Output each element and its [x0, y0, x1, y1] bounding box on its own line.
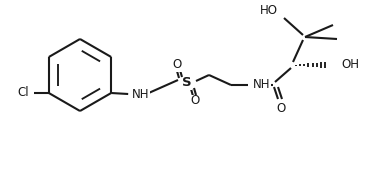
Text: HO: HO — [260, 4, 278, 17]
Text: O: O — [172, 58, 181, 71]
Text: O: O — [191, 94, 200, 107]
Text: NH: NH — [253, 78, 270, 91]
Text: O: O — [276, 102, 286, 114]
Text: NH: NH — [132, 89, 150, 102]
Text: S: S — [182, 76, 192, 89]
Text: Cl: Cl — [17, 87, 29, 100]
Text: OH: OH — [341, 58, 359, 71]
